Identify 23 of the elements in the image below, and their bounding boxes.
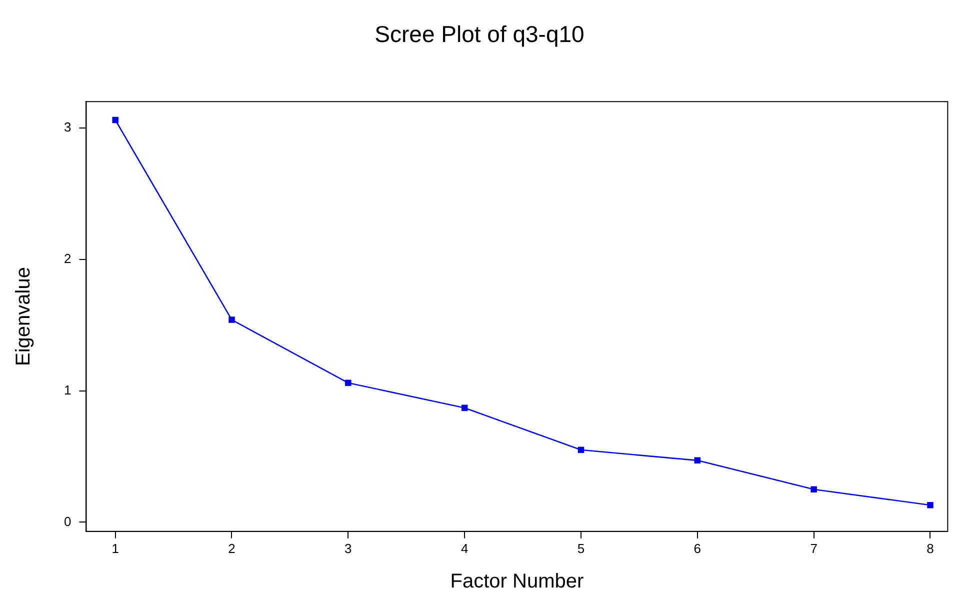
x-tick-label: 8 [926,540,934,556]
x-axis-title: Factor Number [450,570,584,593]
y-tick-label: 2 [64,250,72,266]
point [228,316,235,323]
x-tick-label: 2 [228,540,236,556]
x-tick-label: 4 [460,540,468,556]
y-axis-title: Eigenvalue [12,267,35,366]
point [578,446,584,454]
point [694,457,701,464]
x-tick-label: 6 [694,540,702,556]
point [345,380,352,386]
x-tick-label: 1 [112,540,119,556]
x-tick-label: 5 [577,540,585,556]
point [927,502,934,508]
x-tick-label: 3 [344,540,352,556]
y-tick-label: 1 [64,382,72,398]
point [112,116,118,124]
y-tick-label: 0 [64,514,72,529]
point [810,486,817,492]
y-tick-label: 3 [64,119,72,134]
chart-title: Scree Plot of q3-q10 [374,21,584,48]
x-tick-label: 7 [810,540,818,556]
point [461,404,468,411]
